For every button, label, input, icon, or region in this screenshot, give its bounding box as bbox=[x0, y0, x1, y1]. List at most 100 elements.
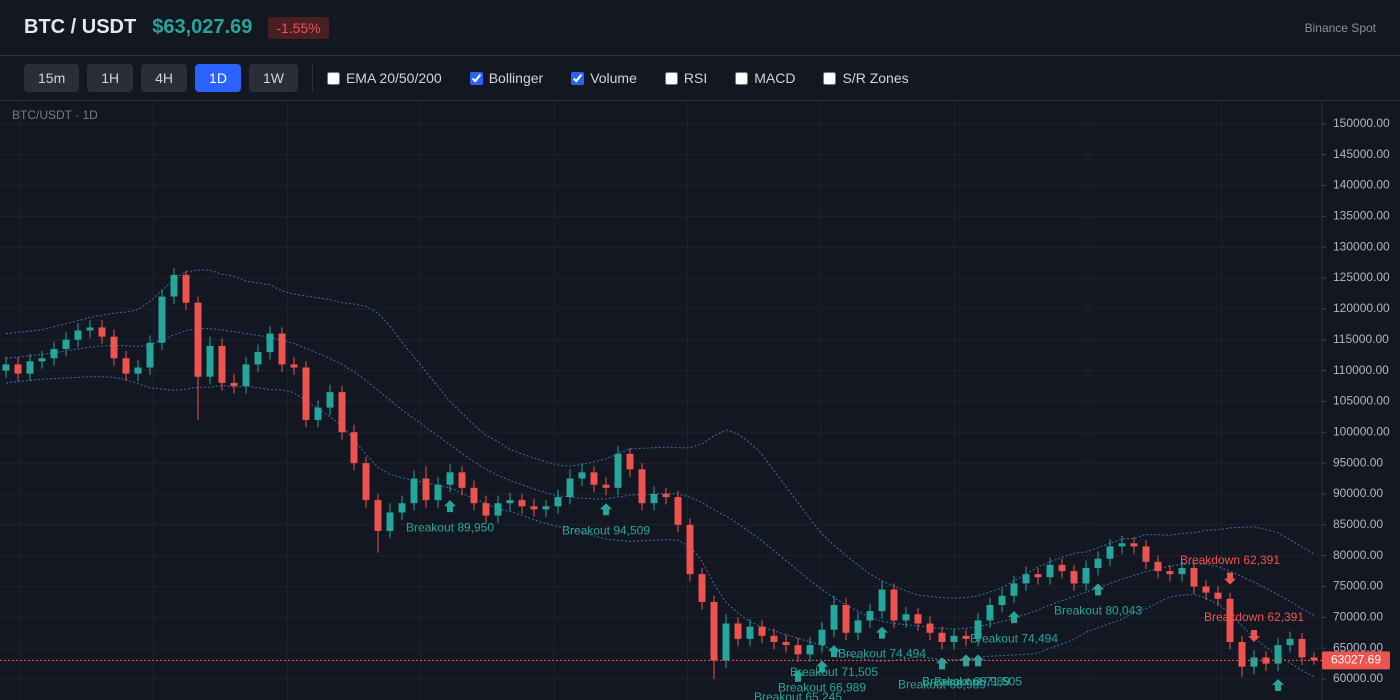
checkbox[interactable] bbox=[735, 71, 749, 85]
candle-body bbox=[50, 348, 58, 359]
signal-label: Breakout 89,950 bbox=[406, 520, 494, 534]
interval-button[interactable]: 1D bbox=[195, 64, 241, 92]
candle-body bbox=[158, 296, 166, 343]
candle-body bbox=[122, 358, 130, 374]
candle-body bbox=[758, 626, 766, 636]
candle-body bbox=[1298, 638, 1306, 658]
signal-arrow bbox=[1008, 611, 1020, 624]
candle-body bbox=[62, 339, 70, 349]
y-tick-label: 105000.00 bbox=[1333, 394, 1390, 408]
candle-body bbox=[962, 635, 970, 639]
candle-body bbox=[1214, 592, 1222, 599]
candle-body bbox=[1058, 564, 1066, 572]
indicator-toggle[interactable]: EMA 20/50/200 bbox=[326, 70, 442, 86]
candle-body bbox=[506, 500, 514, 504]
candle-body bbox=[950, 635, 958, 643]
candle-body bbox=[206, 345, 214, 377]
y-tick-label: 60000.00 bbox=[1333, 671, 1383, 685]
candle-body bbox=[38, 358, 46, 362]
candle-body bbox=[314, 407, 322, 420]
signal-label: Breakdown 62,391 bbox=[1204, 610, 1304, 624]
y-tick-label: 125000.00 bbox=[1333, 270, 1390, 284]
interval-button[interactable]: 1H bbox=[87, 64, 134, 92]
y-tick-label: 115000.00 bbox=[1333, 332, 1389, 346]
candle-body bbox=[242, 364, 250, 387]
candle-body bbox=[434, 484, 442, 501]
indicator-toggle[interactable]: Bollinger bbox=[469, 70, 543, 86]
candle-body bbox=[302, 367, 310, 420]
y-tick-label: 90000.00 bbox=[1333, 486, 1383, 500]
candle-body bbox=[818, 629, 826, 646]
candle-body bbox=[974, 620, 982, 639]
candle-body bbox=[170, 274, 178, 297]
exchange: Binance Spot bbox=[1304, 20, 1376, 35]
interval-button[interactable]: 15m bbox=[24, 64, 80, 92]
candle-body bbox=[578, 472, 586, 479]
candle-body bbox=[110, 336, 118, 359]
candle-body bbox=[878, 589, 886, 612]
checkbox[interactable] bbox=[469, 71, 483, 85]
candle-body bbox=[1130, 543, 1138, 547]
candle-body bbox=[1190, 567, 1198, 587]
signal-arrow bbox=[792, 669, 804, 682]
chart-title: BTC/USDT · 1D bbox=[12, 108, 98, 122]
toggle-label: MACD bbox=[754, 70, 796, 86]
bollinger-lower bbox=[5, 376, 1315, 678]
y-tick-label: 140000.00 bbox=[1333, 178, 1390, 192]
candle-body bbox=[494, 503, 502, 516]
interval-button[interactable]: 1W bbox=[248, 64, 298, 92]
candle-body bbox=[470, 487, 478, 504]
candle-body bbox=[770, 635, 778, 643]
indicator-toggle[interactable]: Volume bbox=[571, 70, 637, 86]
candle-body bbox=[1094, 558, 1102, 568]
candle-body bbox=[1274, 645, 1282, 664]
indicator-toggle[interactable]: S/R Zones bbox=[823, 70, 909, 86]
candle-body bbox=[230, 382, 238, 387]
candle-body bbox=[446, 472, 454, 485]
y-tick-label: 130000.00 bbox=[1333, 239, 1390, 253]
toggle-label: Volume bbox=[590, 70, 637, 86]
candle-body bbox=[722, 623, 730, 661]
checkbox[interactable] bbox=[326, 71, 340, 85]
checkbox[interactable] bbox=[571, 71, 585, 85]
indicator-toggle[interactable]: RSI bbox=[664, 70, 708, 86]
signal-arrow bbox=[1092, 583, 1104, 596]
candle-body bbox=[806, 645, 814, 655]
checkbox[interactable] bbox=[823, 71, 837, 85]
signal-label: Breakout 66,989 bbox=[898, 678, 986, 692]
last-price-label: 63027.69 bbox=[1331, 653, 1381, 667]
signal-arrow bbox=[1224, 572, 1236, 585]
candle-body bbox=[602, 484, 610, 488]
y-tick-label: 75000.00 bbox=[1333, 579, 1383, 593]
chart: 60000.00 65000.00 70000.00 75000.00 80000.00… bbox=[0, 101, 1390, 700]
checkbox[interactable] bbox=[664, 71, 678, 85]
candle-body bbox=[554, 497, 562, 507]
candle-body bbox=[278, 333, 286, 365]
candle-body bbox=[1034, 574, 1042, 578]
candle-body bbox=[1106, 546, 1114, 559]
candle-body bbox=[326, 392, 334, 408]
y-tick-label: 70000.00 bbox=[1333, 610, 1383, 624]
interval-button[interactable]: 4H bbox=[141, 64, 188, 92]
candle-body bbox=[926, 623, 934, 633]
toggle-label: RSI bbox=[683, 70, 708, 86]
signal-arrow bbox=[828, 645, 840, 658]
y-tick-label: 150000.00 bbox=[1333, 116, 1390, 130]
candle-body bbox=[1178, 567, 1186, 575]
y-tick-label: 95000.00 bbox=[1333, 455, 1383, 469]
indicator-toggle[interactable]: MACD bbox=[735, 70, 795, 86]
toolbar: 15m 1H 4H 1D 1W EMA 20/50/200 Bollinger Volume R… bbox=[0, 56, 1400, 101]
candle-body bbox=[1226, 598, 1234, 643]
candle-body bbox=[2, 364, 10, 371]
candle-body bbox=[194, 302, 202, 377]
candle-body bbox=[542, 506, 550, 510]
signal-label: Breakout 94,509 bbox=[562, 523, 650, 537]
y-tick-label: 65000.00 bbox=[1333, 640, 1383, 654]
candle-body bbox=[1238, 642, 1246, 667]
signal-arrow bbox=[876, 626, 888, 639]
candle-body bbox=[998, 595, 1006, 605]
signal-arrow bbox=[600, 503, 612, 516]
candle-body bbox=[914, 614, 922, 624]
candle-body bbox=[482, 503, 490, 516]
